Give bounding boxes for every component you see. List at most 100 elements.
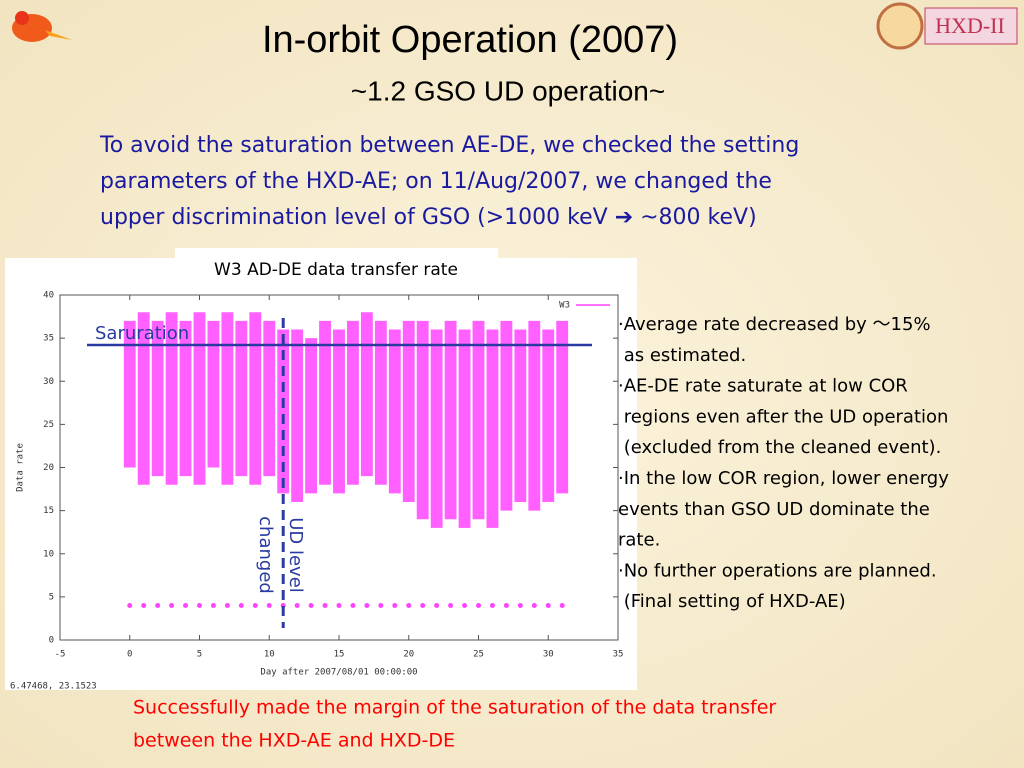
floor-point <box>127 603 133 608</box>
y-tick-label: 5 <box>49 592 54 602</box>
bullet-line: rate. <box>618 530 660 551</box>
rate-band <box>430 329 443 528</box>
saturation-label: Saruration <box>95 323 189 344</box>
bullet-line: (excluded from the cleaned event). <box>618 437 941 458</box>
rate-band <box>137 312 150 485</box>
rate-band <box>416 320 429 520</box>
plot-title-box <box>175 248 498 286</box>
floor-point <box>197 603 202 608</box>
bullet-line: ·Average rate decreased by ～15% <box>618 314 931 335</box>
bullet-line: ·No further operations are planned. <box>618 560 937 581</box>
y-tick-label: 10 <box>43 549 54 559</box>
ud-label: changed <box>255 516 276 594</box>
floor-point <box>489 603 495 608</box>
rate-band <box>360 312 373 477</box>
floor-point <box>336 603 342 608</box>
rate-band <box>374 320 387 485</box>
rate-band <box>388 329 401 494</box>
x-tick-label: 15 <box>334 650 345 660</box>
floor-point <box>322 603 328 608</box>
cursor-readout: 6.47468, 23.1523 <box>10 682 97 692</box>
plot-title: W3 AD-DE data transfer rate <box>214 260 458 280</box>
x-axis-label: Day after 2007/08/01 00:00:00 <box>260 668 417 678</box>
rate-band <box>444 320 457 520</box>
floor-point <box>420 603 426 608</box>
y-tick-label: 25 <box>43 420 54 430</box>
floor-point <box>476 603 481 608</box>
floor-point <box>462 603 468 608</box>
x-tick-label: -5 <box>55 650 66 660</box>
floor-point <box>545 603 551 608</box>
bird-logo <box>12 11 72 42</box>
floor-point <box>503 603 509 608</box>
conclusion-line: between the HXD-AE and HXD-DE <box>133 730 455 752</box>
rate-band <box>500 320 513 511</box>
floor-point <box>531 603 537 608</box>
floor-point <box>252 603 258 608</box>
rate-band <box>486 329 499 528</box>
rate-band <box>472 320 485 520</box>
floor-point <box>559 603 565 608</box>
rate-band <box>249 312 262 485</box>
bullet-line: regions even after the UD operation <box>618 406 948 427</box>
floor-point <box>224 603 230 608</box>
floor-point <box>294 603 300 608</box>
legend-label: W3 <box>559 301 570 311</box>
y-tick-label: 40 <box>43 291 54 301</box>
rate-band <box>514 329 527 502</box>
x-tick-label: 35 <box>613 650 624 660</box>
rate-band <box>235 320 248 477</box>
y-tick-label: 20 <box>43 463 54 473</box>
rate-band <box>402 320 415 502</box>
floor-point <box>155 603 161 608</box>
y-tick-label: 0 <box>49 636 54 646</box>
floor-point <box>350 603 356 608</box>
rate-band <box>151 320 164 477</box>
rate-band <box>556 320 569 494</box>
floor-point <box>183 603 189 608</box>
y-tick-label: 35 <box>43 334 54 344</box>
floor-point <box>406 603 412 608</box>
y-tick-label: 30 <box>43 377 54 387</box>
floor-point <box>141 603 147 608</box>
floor-point <box>378 603 384 608</box>
rate-band <box>333 329 345 494</box>
floor-point <box>434 603 440 608</box>
bullet-line: events than GSO UD dominate the <box>618 499 930 520</box>
x-tick-label: 20 <box>403 650 414 660</box>
rate-band <box>542 329 555 502</box>
slide-title: In-orbit Operation (2007) <box>262 19 678 61</box>
conclusion-line: Successfully made the margin of the satu… <box>133 697 776 719</box>
floor-point <box>517 603 523 608</box>
floor-point <box>392 603 398 608</box>
y-tick-label: 15 <box>43 506 54 516</box>
intro-line: upper discrimination level of GSO (>1000… <box>100 205 757 230</box>
intro-line: parameters of the HXD-AE; on 11/Aug/2007… <box>100 169 772 194</box>
rate-band <box>207 320 220 468</box>
floor-point <box>238 603 244 608</box>
rate-band <box>179 320 192 477</box>
rate-band <box>165 312 178 485</box>
x-tick-label: 30 <box>543 650 554 660</box>
svg-text:HXD-II: HXD-II <box>935 13 1005 38</box>
rate-band <box>528 320 541 511</box>
floor-point <box>210 603 216 608</box>
rate-band <box>305 338 318 494</box>
x-tick-label: 5 <box>197 650 202 660</box>
rate-band <box>277 329 290 494</box>
hxd-logo: HXD-II <box>876 2 1018 50</box>
x-tick-label: 10 <box>264 650 275 660</box>
y-axis-label: Data rate <box>16 443 26 492</box>
x-tick-label: 0 <box>127 650 132 660</box>
bullet-line: ·In the low COR region, lower energy <box>618 468 949 489</box>
bullet-line: ·AE-DE rate saturate at low COR <box>618 376 908 397</box>
x-tick-label: 25 <box>473 650 484 660</box>
ud-label: UD level <box>285 517 306 593</box>
bullet-line: as estimated. <box>618 345 746 366</box>
floor-point <box>308 603 314 608</box>
floor-point <box>169 603 175 608</box>
rate-band <box>458 329 471 528</box>
rate-band <box>221 312 234 485</box>
rate-band <box>291 329 304 502</box>
